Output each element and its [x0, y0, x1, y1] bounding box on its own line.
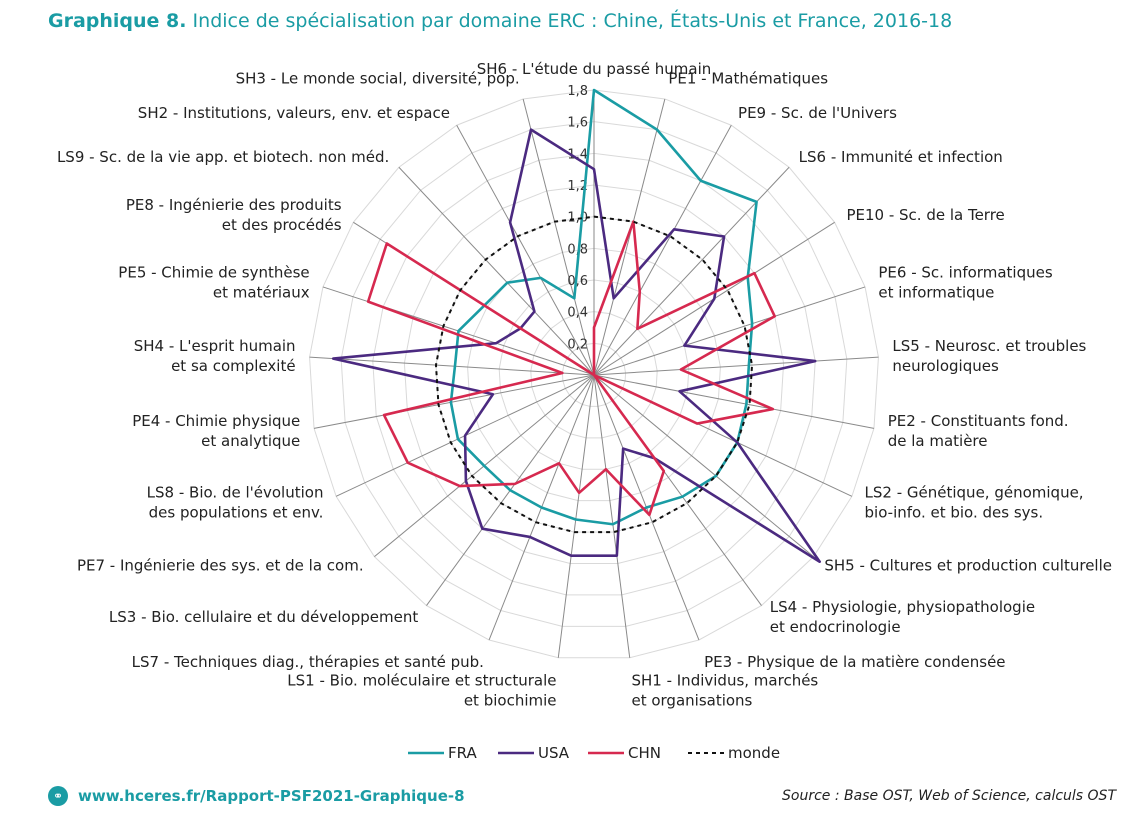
tick-label: 0,6 — [567, 274, 588, 289]
axis-spoke — [593, 98, 666, 376]
category-label: et analytique — [201, 432, 300, 450]
category-label: SH5 - Cultures et production culturelle — [824, 557, 1112, 575]
category-label: et biochimie — [464, 692, 557, 710]
category-label: LS9 - Sc. de la vie app. et biotech. non… — [57, 148, 389, 166]
category-label: LS4 - Physiologie, physiopathologie — [770, 598, 1035, 616]
tick-label: 1,4 — [567, 147, 588, 162]
series-line-monde — [434, 215, 754, 534]
category-label: SH6 - L'étude du passé humain — [477, 60, 712, 78]
category-label: neurologiques — [892, 357, 999, 375]
category-label: PE6 - Sc. informatiques — [878, 264, 1052, 282]
category-label: PE2 - Constituants fond. — [888, 412, 1069, 430]
axis-spoke — [522, 98, 595, 376]
axis-spoke — [593, 356, 879, 376]
grid-ring — [498, 279, 690, 470]
legend-label-fra: FRA — [448, 744, 477, 762]
axis-spoke — [557, 374, 595, 658]
legend-label-monde: monde — [728, 744, 780, 762]
category-label: LS1 - Bio. moléculaire et structurale — [287, 672, 556, 690]
category-label: des populations et env. — [149, 503, 324, 521]
tick-label: 0,4 — [567, 306, 588, 321]
tick-label: 1,8 — [567, 84, 588, 99]
category-label: PE5 - Chimie de synthèse — [118, 264, 309, 282]
category-label: PE9 - Sc. de l'Univers — [738, 104, 897, 122]
category-label: PE4 - Chimie physique — [132, 412, 300, 430]
grid-ring — [309, 89, 879, 659]
axis-spoke — [398, 166, 595, 376]
chart-title: Graphique 8. Indice de spécialisation pa… — [48, 10, 952, 32]
series-line-fra — [449, 88, 758, 526]
axis-spoke — [593, 286, 866, 376]
category-label: PE7 - Ingénierie des sys. et de la com. — [77, 557, 364, 575]
category-label: SH4 - L'esprit humain — [134, 337, 296, 355]
grid-ring — [340, 121, 848, 627]
category-label: SH2 - Institutions, valeurs, env. et esp… — [138, 104, 450, 122]
axis-spoke — [593, 374, 814, 558]
category-label: LS8 - Bio. de l'évolution — [147, 483, 324, 501]
legend-label-chn: CHN — [628, 744, 661, 762]
category-label: PE10 - Sc. de la Terre — [846, 206, 1004, 224]
axis-spoke — [593, 374, 875, 429]
category-label: LS3 - Bio. cellulaire et du développemen… — [109, 608, 418, 626]
category-label: LS6 - Immunité et infection — [799, 148, 1003, 166]
tick-label: 1,2 — [567, 179, 588, 194]
figure-title: Indice de spécialisation par domaine ERC… — [192, 10, 953, 32]
category-label: LS5 - Neurosc. et troubles — [892, 337, 1086, 355]
category-label: SH3 - Le monde social, diversité, pop. — [236, 69, 520, 87]
category-label: et des procédés — [222, 216, 342, 234]
category-label: de la matière — [888, 432, 988, 450]
tick-label: 1,0 — [567, 211, 588, 226]
grid-ring — [561, 342, 627, 407]
grid-ring — [530, 311, 658, 439]
category-label: SH1 - Individus, marchés — [631, 672, 818, 690]
grid-ring — [372, 152, 816, 596]
category-label: PE3 - Physique de la matière condensée — [704, 653, 1005, 671]
footer-link[interactable]: ⚭ www.hceres.fr/Rapport-PSF2021-Graphiqu… — [48, 786, 465, 806]
legend-label-usa: USA — [538, 744, 570, 762]
axis-spoke — [456, 125, 595, 376]
category-label: et matériaux — [213, 284, 310, 302]
category-label: bio-info. et bio. des sys. — [865, 503, 1044, 521]
category-label: et sa complexité — [171, 357, 296, 375]
source-note: Source : Base OST, Web of Science, calcu… — [782, 788, 1116, 804]
figure-label: Graphique 8. — [48, 10, 187, 32]
category-label: et organisations — [631, 692, 752, 710]
axis-spoke — [313, 374, 595, 429]
tick-label: 0,2 — [567, 337, 588, 352]
axis-spoke — [593, 374, 631, 658]
axis-spoke — [593, 125, 732, 376]
series-line-chn — [366, 220, 777, 517]
grid-ring — [467, 247, 721, 502]
category-label: LS7 - Techniques diag., thérapies et san… — [132, 653, 484, 671]
category-label: et endocrinologie — [770, 618, 901, 636]
category-label: PE1 - Mathématiques — [668, 69, 828, 87]
tick-label: 1,6 — [567, 116, 588, 131]
series-line-usa — [331, 128, 821, 564]
link-icon: ⚭ — [48, 786, 68, 806]
footer-link-text[interactable]: www.hceres.fr/Rapport-PSF2021-Graphique-… — [78, 787, 465, 805]
axis-spoke — [309, 356, 595, 376]
category-label: et informatique — [878, 284, 994, 302]
category-label: PE8 - Ingénierie des produits — [126, 196, 342, 214]
category-label: LS2 - Génétique, génomique, — [865, 483, 1084, 501]
